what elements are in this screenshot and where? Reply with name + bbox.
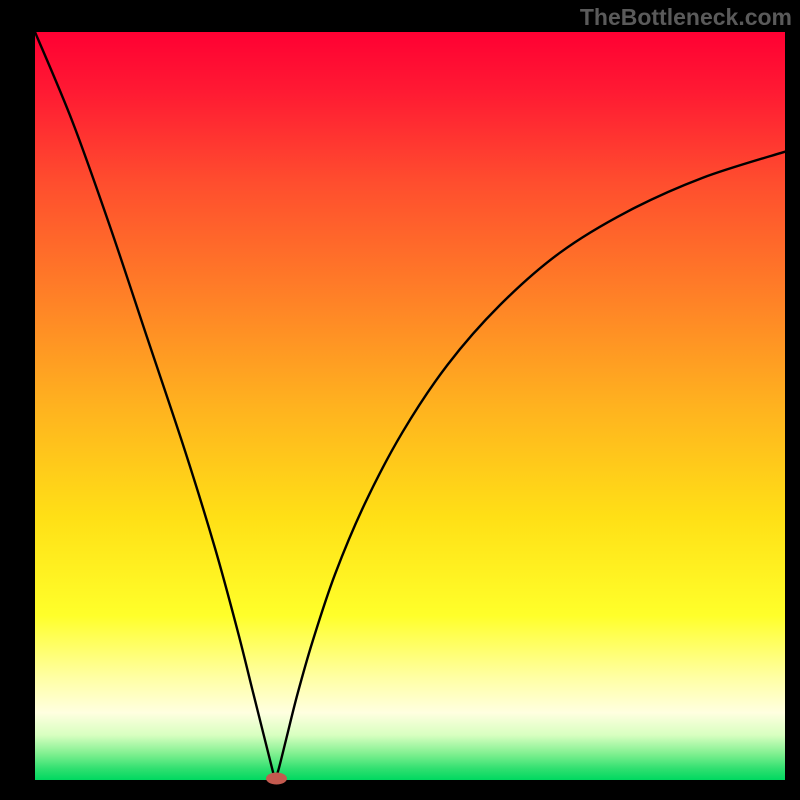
gradient-background <box>35 32 785 780</box>
chart-container: TheBottleneck.com <box>0 0 800 800</box>
bottleneck-curve-chart <box>0 0 800 800</box>
minimum-marker <box>266 773 287 785</box>
watermark-text: TheBottleneck.com <box>580 4 792 31</box>
